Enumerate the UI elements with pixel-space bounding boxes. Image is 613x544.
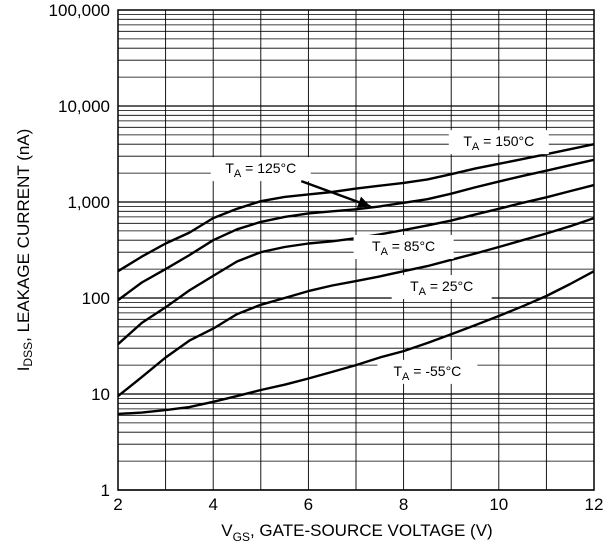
- series-label-bg: [377, 359, 478, 384]
- series-line-4: [117, 270, 595, 416]
- x-tick-label: 6: [304, 495, 313, 514]
- y-tick-labels: 1 10 100 1,000 10,000 100,000: [49, 1, 110, 500]
- series-label-bg: [391, 275, 492, 300]
- y-tick-label: 1,000: [67, 193, 110, 212]
- x-tick-label: 10: [489, 495, 508, 514]
- series-label-0: TA = 150°C: [463, 133, 534, 153]
- y-tick-label: 1: [101, 481, 110, 500]
- x-axis-title-sub: GS: [233, 530, 250, 544]
- y-axis-title-sub: DSS: [21, 342, 35, 367]
- series-label-bg: [353, 234, 454, 259]
- x-tick-label: 4: [208, 495, 217, 514]
- series-label-2: TA = 85°C: [372, 238, 435, 258]
- series-line-1: [117, 158, 595, 302]
- x-axis-title: VGS, GATE-SOURCE VOLTAGE (V): [221, 521, 492, 544]
- series-label-bg: [448, 130, 549, 155]
- y-tick-label: 100: [82, 289, 110, 308]
- y-tick-label: 100,000: [49, 1, 110, 20]
- series-label-3: TA = 25°C: [410, 278, 473, 298]
- series-label-4: TA = -55°C: [393, 363, 461, 383]
- x-axis-title-rest: , GATE-SOURCE VOLTAGE (V): [250, 521, 493, 540]
- callout-arrow-head: [356, 196, 371, 208]
- callout-arrow-line: [300, 179, 371, 208]
- y-axis-title-rest: , LEAKAGE CURRENT (nA): [14, 129, 33, 342]
- series-label-bg: [210, 157, 311, 182]
- x-tick-labels: 2 4 6 8 10 12: [113, 495, 603, 514]
- series-label-1: TA = 125°C: [225, 160, 296, 180]
- y-axis-title-main: I: [14, 367, 33, 372]
- x-tick-label: 8: [399, 495, 408, 514]
- plot-frame: [117, 9, 595, 491]
- series-line-3: [117, 216, 595, 398]
- series-line-0: [117, 143, 595, 273]
- x-tick-label: 2: [113, 495, 122, 514]
- y-tick-label: 10,000: [58, 97, 110, 116]
- y-axis-title: IDSS, LEAKAGE CURRENT (nA): [14, 129, 35, 372]
- annotation-layer: TA = 150°C TA = 125°C TA = 85°C TA = 25°C TA…: [210, 130, 549, 384]
- x-axis-title-main: V: [221, 521, 233, 540]
- x-tick-label: 12: [585, 495, 604, 514]
- y-tick-label: 10: [91, 385, 110, 404]
